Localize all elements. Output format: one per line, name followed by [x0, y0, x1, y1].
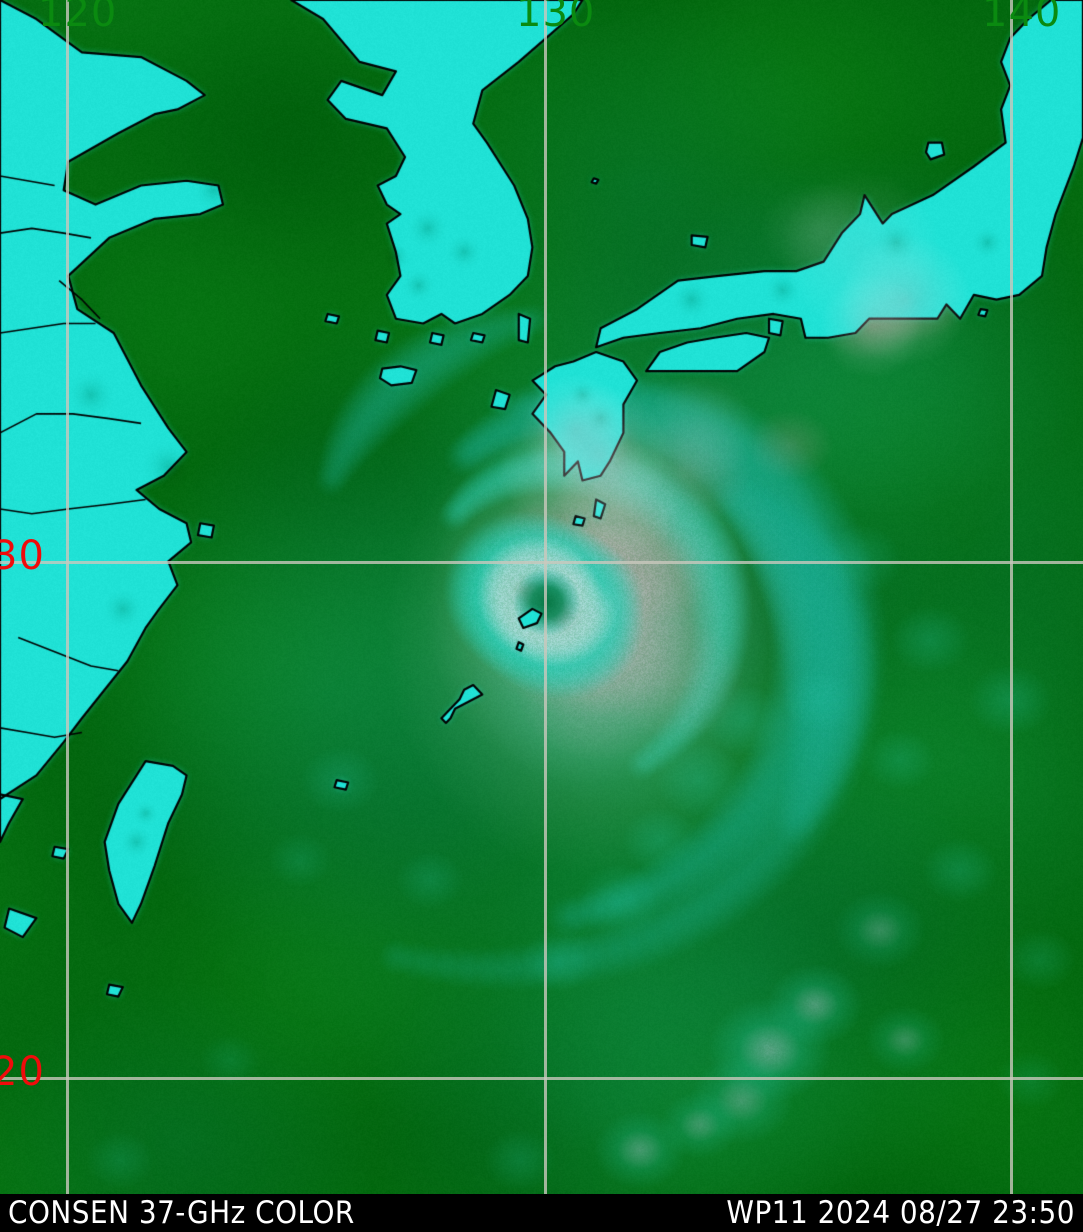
footer-bar: CONSEN 37-GHz COLOR WP11 2024 08/27 23:5… — [0, 1194, 1083, 1232]
microwave-37ghz-composite-image — [0, 0, 1083, 1194]
satellite-imagery-viewer: 120 130 140 30 20 CONSEN 37-GHz COLOR WP… — [0, 0, 1083, 1232]
storm-timestamp-label: WP11 2024 08/27 23:50 — [726, 1195, 1075, 1231]
product-name-label: CONSEN 37-GHz COLOR — [8, 1195, 355, 1231]
satellite-image-panel: 120 130 140 30 20 — [0, 0, 1083, 1194]
